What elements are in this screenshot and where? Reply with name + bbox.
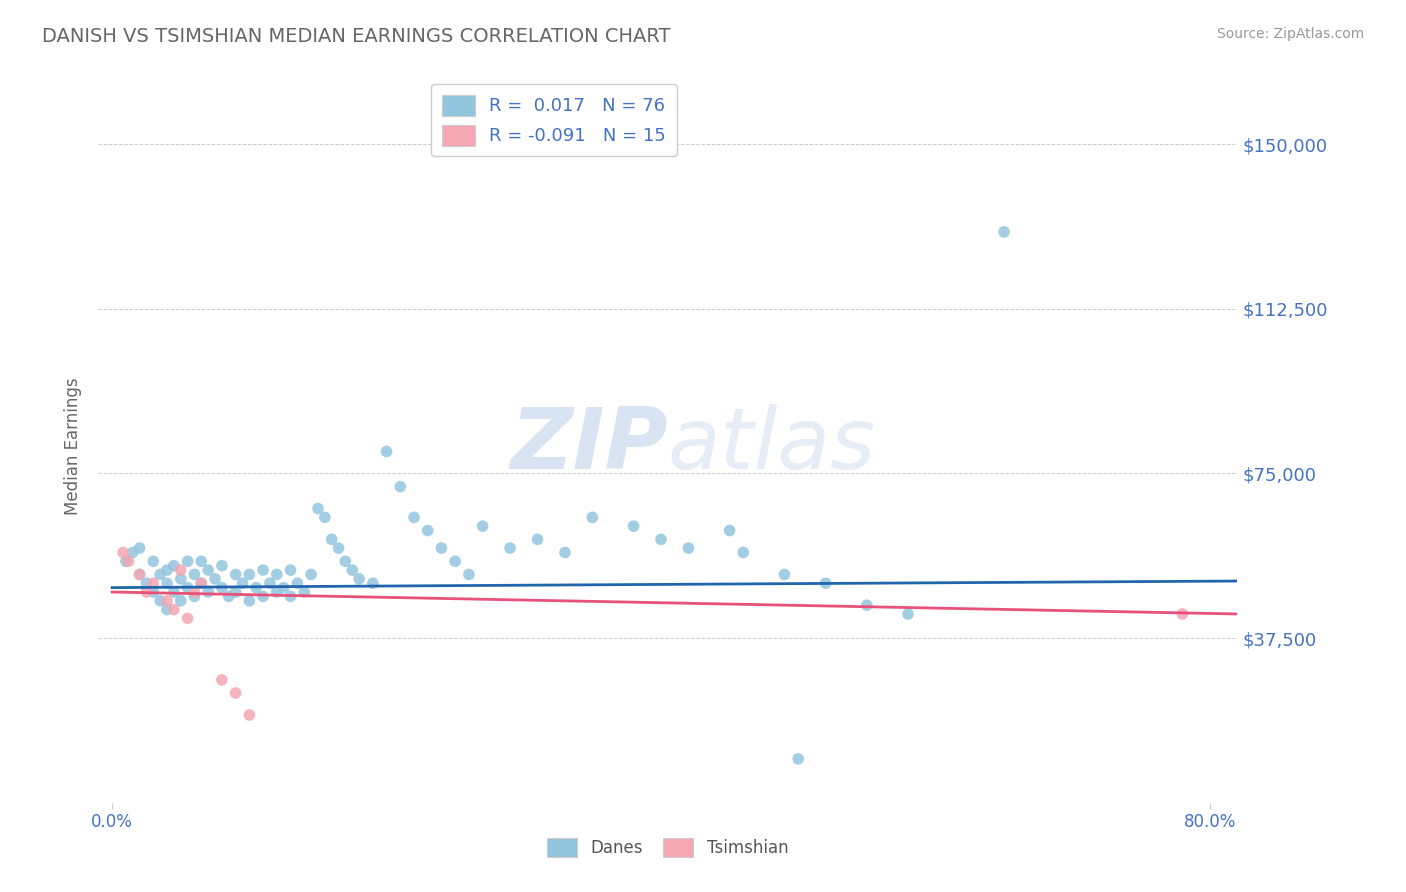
Point: [787, 752, 810, 766]
Point: [252, 563, 274, 577]
Point: [142, 585, 165, 599]
Point: [128, 541, 150, 555]
Point: [342, 563, 364, 577]
Point: [170, 594, 193, 608]
Y-axis label: Median Earnings: Median Earnings: [65, 377, 83, 515]
Point: [149, 567, 172, 582]
Point: [678, 541, 700, 555]
Point: [897, 607, 920, 621]
Point: [238, 594, 260, 608]
Point: [1171, 607, 1194, 621]
Point: [733, 545, 755, 559]
Point: [225, 567, 247, 582]
Point: [211, 581, 233, 595]
Point: [163, 602, 186, 616]
Point: [266, 585, 288, 599]
Point: [245, 581, 267, 595]
Point: [335, 554, 357, 568]
Point: [444, 554, 467, 568]
Point: [183, 567, 205, 582]
Point: [112, 545, 135, 559]
Text: DANISH VS TSIMSHIAN MEDIAN EARNINGS CORRELATION CHART: DANISH VS TSIMSHIAN MEDIAN EARNINGS CORR…: [42, 27, 671, 45]
Point: [280, 563, 302, 577]
Point: [375, 444, 398, 458]
Point: [128, 567, 150, 582]
Point: [204, 572, 226, 586]
Point: [252, 590, 274, 604]
Point: [554, 545, 576, 559]
Point: [170, 572, 193, 586]
Text: Source: ZipAtlas.com: Source: ZipAtlas.com: [1216, 27, 1364, 41]
Point: [292, 585, 315, 599]
Point: [121, 545, 143, 559]
Point: [142, 554, 165, 568]
Point: [718, 524, 741, 538]
Point: [176, 611, 198, 625]
Point: [280, 590, 302, 604]
Point: [402, 510, 425, 524]
Point: [163, 585, 186, 599]
Point: [259, 576, 281, 591]
Point: [238, 567, 260, 582]
Point: [225, 585, 247, 599]
Point: [117, 554, 139, 568]
Point: [183, 585, 205, 599]
Text: ZIP: ZIP: [510, 404, 668, 488]
Legend: Danes, Tsimshian: Danes, Tsimshian: [538, 830, 797, 866]
Point: [773, 567, 796, 582]
Point: [361, 576, 384, 591]
Point: [328, 541, 350, 555]
Point: [156, 602, 179, 616]
Point: [993, 225, 1015, 239]
Point: [231, 576, 253, 591]
Point: [287, 576, 309, 591]
Point: [416, 524, 439, 538]
Point: [142, 576, 165, 591]
Point: [581, 510, 603, 524]
Point: [156, 576, 179, 591]
Point: [623, 519, 645, 533]
Point: [190, 576, 212, 591]
Point: [156, 563, 179, 577]
Point: [197, 563, 219, 577]
Point: [321, 533, 343, 547]
Point: [389, 480, 412, 494]
Point: [650, 533, 672, 547]
Point: [115, 554, 138, 568]
Point: [457, 567, 479, 582]
Point: [499, 541, 522, 555]
Point: [135, 585, 157, 599]
Point: [211, 673, 233, 687]
Point: [347, 572, 370, 586]
Point: [299, 567, 322, 582]
Point: [156, 594, 179, 608]
Point: [307, 501, 329, 516]
Point: [183, 590, 205, 604]
Point: [218, 590, 240, 604]
Point: [430, 541, 453, 555]
Point: [211, 558, 233, 573]
Point: [197, 585, 219, 599]
Text: atlas: atlas: [668, 404, 876, 488]
Point: [176, 581, 198, 595]
Point: [225, 686, 247, 700]
Point: [471, 519, 494, 533]
Point: [814, 576, 837, 591]
Point: [314, 510, 336, 524]
Point: [149, 594, 172, 608]
Point: [128, 567, 150, 582]
Point: [190, 576, 212, 591]
Point: [190, 554, 212, 568]
Point: [856, 598, 879, 612]
Point: [238, 708, 260, 723]
Point: [135, 576, 157, 591]
Point: [526, 533, 548, 547]
Point: [176, 554, 198, 568]
Point: [170, 563, 193, 577]
Point: [266, 567, 288, 582]
Point: [273, 581, 295, 595]
Point: [163, 558, 186, 573]
